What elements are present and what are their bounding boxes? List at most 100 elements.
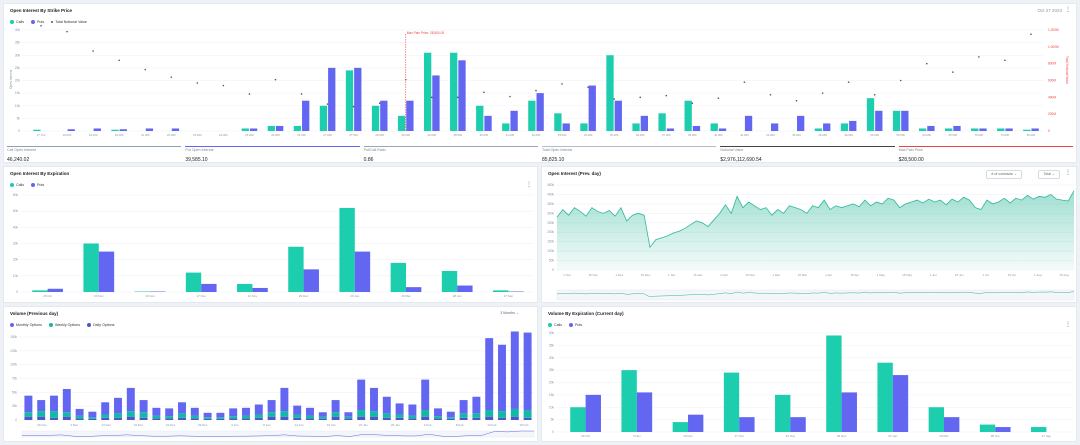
x-tick-label: 24 Dec <box>166 423 176 427</box>
daily-bar <box>229 418 238 420</box>
legend-notional-label: Total Notional Value <box>55 20 87 24</box>
daily-bar <box>37 416 46 420</box>
x-tick-label: 27,000 <box>323 133 332 137</box>
monthly-bar <box>434 408 442 417</box>
legend-puts[interactable]: Puts <box>31 183 44 187</box>
notional-point <box>535 89 537 92</box>
oi-prev-title: Open Interest (Prev. day) <box>548 171 601 176</box>
monthly-bar <box>114 397 122 414</box>
legend-puts[interactable]: Puts <box>569 323 582 327</box>
weekly-bar <box>331 412 340 417</box>
y-tick-label: 100k <box>547 249 554 253</box>
weekly-bar <box>434 416 442 419</box>
x-tick-label: 18 Feb <box>519 423 529 427</box>
notional-point <box>457 96 459 99</box>
legend-monthly[interactable]: Monthly Options <box>10 323 42 327</box>
daily-bar <box>472 417 481 420</box>
puts-bar <box>302 100 310 131</box>
notional-point <box>717 97 720 99</box>
daily-bar <box>62 416 71 420</box>
volume-expiry-title: Volume By Expiration (Current day) <box>548 311 624 316</box>
legend-puts-label: Puts <box>575 323 583 327</box>
range-navigator <box>21 430 535 438</box>
monthly-bar <box>229 408 238 417</box>
puts-bar <box>380 100 388 131</box>
calls-swatch-icon <box>10 20 14 24</box>
x-tick-label: 29 Jan <box>391 423 400 427</box>
y-tick-label: 20k <box>549 381 555 385</box>
metric-select[interactable]: # of contracts ⌄ <box>986 170 1022 179</box>
y-tick-label: 0 <box>16 290 18 294</box>
x-tick-label: 15 Dec <box>641 273 651 277</box>
y-tick-label: 25k <box>549 368 555 372</box>
monthly-bar <box>280 387 289 412</box>
notional-point <box>326 103 329 105</box>
legend-puts[interactable]: Puts <box>31 20 44 24</box>
daily-bar <box>280 416 289 420</box>
oi-strike-date[interactable]: Oct 27 2023 <box>1037 8 1062 13</box>
puts-bar <box>770 123 779 131</box>
legend-daily[interactable]: Daily Options <box>87 323 114 327</box>
calls-bar <box>606 55 614 131</box>
monthly-bar <box>75 408 84 416</box>
weekly-bar <box>178 413 186 418</box>
notional-point <box>300 93 303 95</box>
puts-swatch-icon <box>569 323 573 327</box>
daily-bar <box>331 416 340 420</box>
legend-notional[interactable]: Total Notional Value <box>51 20 87 24</box>
more-menu-icon[interactable]: ⋮ <box>526 182 532 188</box>
notional-point <box>587 86 589 89</box>
y-tick-label: 400k <box>547 192 554 196</box>
more-menu-icon[interactable]: ⋮ <box>1065 7 1071 13</box>
x-tick-label: 17 Nov <box>734 434 744 438</box>
monthly-bar <box>126 387 135 412</box>
notional-point <box>821 92 824 94</box>
x-tick-label: 15 Jan <box>693 273 702 277</box>
puts-bar <box>666 128 675 131</box>
x-tick-label: 24 Nov <box>786 434 796 438</box>
daily-bar <box>216 418 225 420</box>
calls-bar <box>345 70 354 131</box>
weekly-bar <box>293 414 302 418</box>
asset-select[interactable]: Total ⌄ <box>1038 170 1060 179</box>
daily-bar <box>152 418 161 420</box>
legend-calls-label: Calls <box>16 20 24 24</box>
calls-bar <box>111 129 119 131</box>
puts-bar <box>927 125 935 131</box>
calls-bar <box>83 243 99 292</box>
legend-calls[interactable]: Calls <box>10 20 24 24</box>
calls-bar <box>397 115 406 131</box>
notional-point <box>691 102 694 105</box>
notional-point <box>509 95 511 98</box>
calls-bar <box>450 52 458 131</box>
calls-bar <box>710 123 718 131</box>
puts-bar <box>588 85 596 131</box>
y-tick-label: 50k <box>12 390 18 394</box>
puts-bar <box>640 115 648 131</box>
notional-point <box>847 81 850 83</box>
notional-point <box>118 59 120 62</box>
range-select[interactable]: 3 Months ⌄ <box>496 310 523 317</box>
monthly-bar <box>472 396 481 414</box>
legend-calls[interactable]: Calls <box>548 323 562 327</box>
x-tick-label: 13 Dec <box>102 423 112 427</box>
more-menu-icon[interactable]: ⋮ <box>1065 170 1071 176</box>
notional-point <box>196 82 199 84</box>
stat-pc-ratio: Put/Call Ratio 0.86 <box>363 146 538 162</box>
x-tick-label: 28,000 <box>375 133 384 137</box>
legend-calls[interactable]: Calls <box>10 183 24 187</box>
puts-bar <box>901 110 909 131</box>
monthly-bar <box>88 411 97 418</box>
daily-bar <box>75 418 84 420</box>
x-tick-label: 22,000 <box>167 133 176 137</box>
legend-weekly[interactable]: Weekly Options <box>48 323 80 327</box>
monthly-bar <box>485 338 494 411</box>
x-tick-label: 8 Jan <box>263 423 271 427</box>
legend-monthly-label: Monthly Options <box>16 323 42 327</box>
metric-select-value: # of contracts <box>991 172 1013 176</box>
daily-bar <box>408 418 417 420</box>
puts-bar <box>585 394 601 432</box>
x-tick-label: 28 Oct <box>43 294 52 298</box>
monthly-bar <box>510 331 519 409</box>
more-menu-icon[interactable]: ⋮ <box>1065 322 1071 328</box>
